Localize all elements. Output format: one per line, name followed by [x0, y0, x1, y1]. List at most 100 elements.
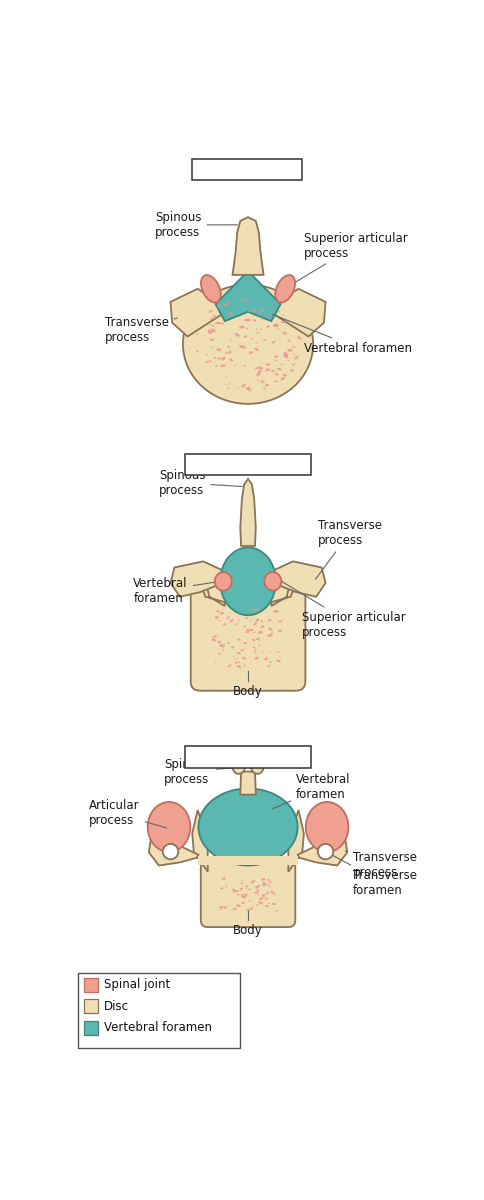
Text: Superior articular
process: Superior articular process	[277, 578, 406, 640]
Text: Disc: Disc	[104, 1000, 129, 1013]
Ellipse shape	[266, 892, 269, 895]
Ellipse shape	[257, 373, 260, 377]
Ellipse shape	[266, 364, 270, 366]
Ellipse shape	[237, 665, 241, 668]
Ellipse shape	[243, 365, 246, 366]
Ellipse shape	[261, 878, 266, 881]
Ellipse shape	[242, 346, 243, 347]
Ellipse shape	[287, 349, 293, 352]
Circle shape	[318, 844, 333, 859]
Ellipse shape	[267, 878, 270, 881]
Ellipse shape	[222, 877, 226, 880]
Ellipse shape	[231, 646, 235, 648]
Text: Vertebral foramen: Vertebral foramen	[104, 1021, 212, 1034]
Ellipse shape	[256, 889, 259, 890]
Ellipse shape	[274, 324, 279, 326]
Ellipse shape	[245, 887, 247, 889]
Ellipse shape	[245, 631, 249, 632]
Ellipse shape	[282, 314, 284, 316]
Ellipse shape	[277, 652, 280, 653]
Ellipse shape	[233, 892, 235, 893]
Ellipse shape	[254, 648, 257, 650]
Ellipse shape	[255, 348, 258, 350]
Ellipse shape	[271, 370, 275, 372]
FancyBboxPatch shape	[185, 454, 311, 475]
Text: Vertebral foramen: Vertebral foramen	[272, 314, 412, 354]
Ellipse shape	[243, 642, 247, 644]
Ellipse shape	[220, 612, 224, 614]
Ellipse shape	[243, 301, 246, 302]
Polygon shape	[272, 569, 296, 606]
Polygon shape	[215, 271, 281, 322]
Ellipse shape	[268, 902, 270, 905]
Ellipse shape	[253, 631, 256, 634]
Ellipse shape	[255, 367, 258, 370]
Ellipse shape	[245, 886, 248, 887]
Polygon shape	[240, 772, 256, 794]
Ellipse shape	[228, 349, 230, 350]
Ellipse shape	[255, 618, 259, 622]
Text: Spinal joint: Spinal joint	[104, 978, 170, 991]
Ellipse shape	[148, 802, 190, 852]
Ellipse shape	[238, 661, 241, 664]
Ellipse shape	[250, 907, 253, 910]
Ellipse shape	[241, 883, 243, 884]
Text: Spinous
process: Spinous process	[155, 211, 238, 239]
Polygon shape	[200, 569, 225, 606]
Ellipse shape	[227, 642, 230, 643]
Ellipse shape	[265, 368, 270, 371]
Ellipse shape	[266, 656, 268, 658]
Ellipse shape	[205, 361, 209, 364]
Ellipse shape	[227, 346, 230, 348]
Text: Thoracic: Thoracic	[209, 455, 287, 473]
Ellipse shape	[262, 894, 265, 896]
Ellipse shape	[259, 898, 264, 900]
Polygon shape	[272, 562, 326, 596]
Ellipse shape	[215, 616, 219, 618]
Ellipse shape	[228, 352, 232, 354]
Text: Transverse
process: Transverse process	[105, 317, 177, 344]
FancyBboxPatch shape	[84, 978, 98, 991]
Ellipse shape	[243, 665, 246, 667]
Ellipse shape	[257, 334, 258, 335]
Ellipse shape	[287, 360, 289, 361]
Ellipse shape	[258, 901, 263, 905]
Ellipse shape	[297, 336, 302, 340]
Ellipse shape	[210, 347, 212, 348]
Polygon shape	[298, 838, 347, 865]
Ellipse shape	[240, 649, 244, 652]
Ellipse shape	[265, 384, 269, 386]
Ellipse shape	[268, 628, 272, 631]
Ellipse shape	[237, 666, 239, 667]
Text: Vertebral
foramen: Vertebral foramen	[272, 773, 350, 809]
Ellipse shape	[217, 305, 221, 307]
Ellipse shape	[206, 354, 208, 355]
Ellipse shape	[220, 547, 276, 616]
Text: Articular
process: Articular process	[89, 799, 166, 828]
Ellipse shape	[197, 350, 199, 353]
Ellipse shape	[255, 656, 259, 660]
Ellipse shape	[212, 326, 214, 328]
Ellipse shape	[242, 896, 245, 899]
Ellipse shape	[266, 316, 269, 318]
Ellipse shape	[257, 884, 260, 887]
Text: Lumbar: Lumbar	[212, 161, 284, 179]
Ellipse shape	[261, 625, 264, 628]
Polygon shape	[149, 838, 198, 865]
Polygon shape	[170, 289, 221, 336]
Ellipse shape	[268, 635, 272, 637]
Ellipse shape	[259, 308, 264, 312]
Ellipse shape	[217, 641, 222, 643]
Ellipse shape	[249, 900, 251, 902]
Ellipse shape	[198, 788, 298, 865]
Ellipse shape	[283, 352, 287, 354]
Ellipse shape	[278, 630, 282, 632]
Ellipse shape	[225, 353, 227, 354]
Polygon shape	[240, 479, 256, 546]
Ellipse shape	[241, 901, 244, 904]
Ellipse shape	[257, 314, 260, 316]
Ellipse shape	[292, 364, 295, 366]
Ellipse shape	[269, 652, 271, 653]
FancyBboxPatch shape	[84, 1021, 98, 1034]
Ellipse shape	[229, 619, 233, 623]
